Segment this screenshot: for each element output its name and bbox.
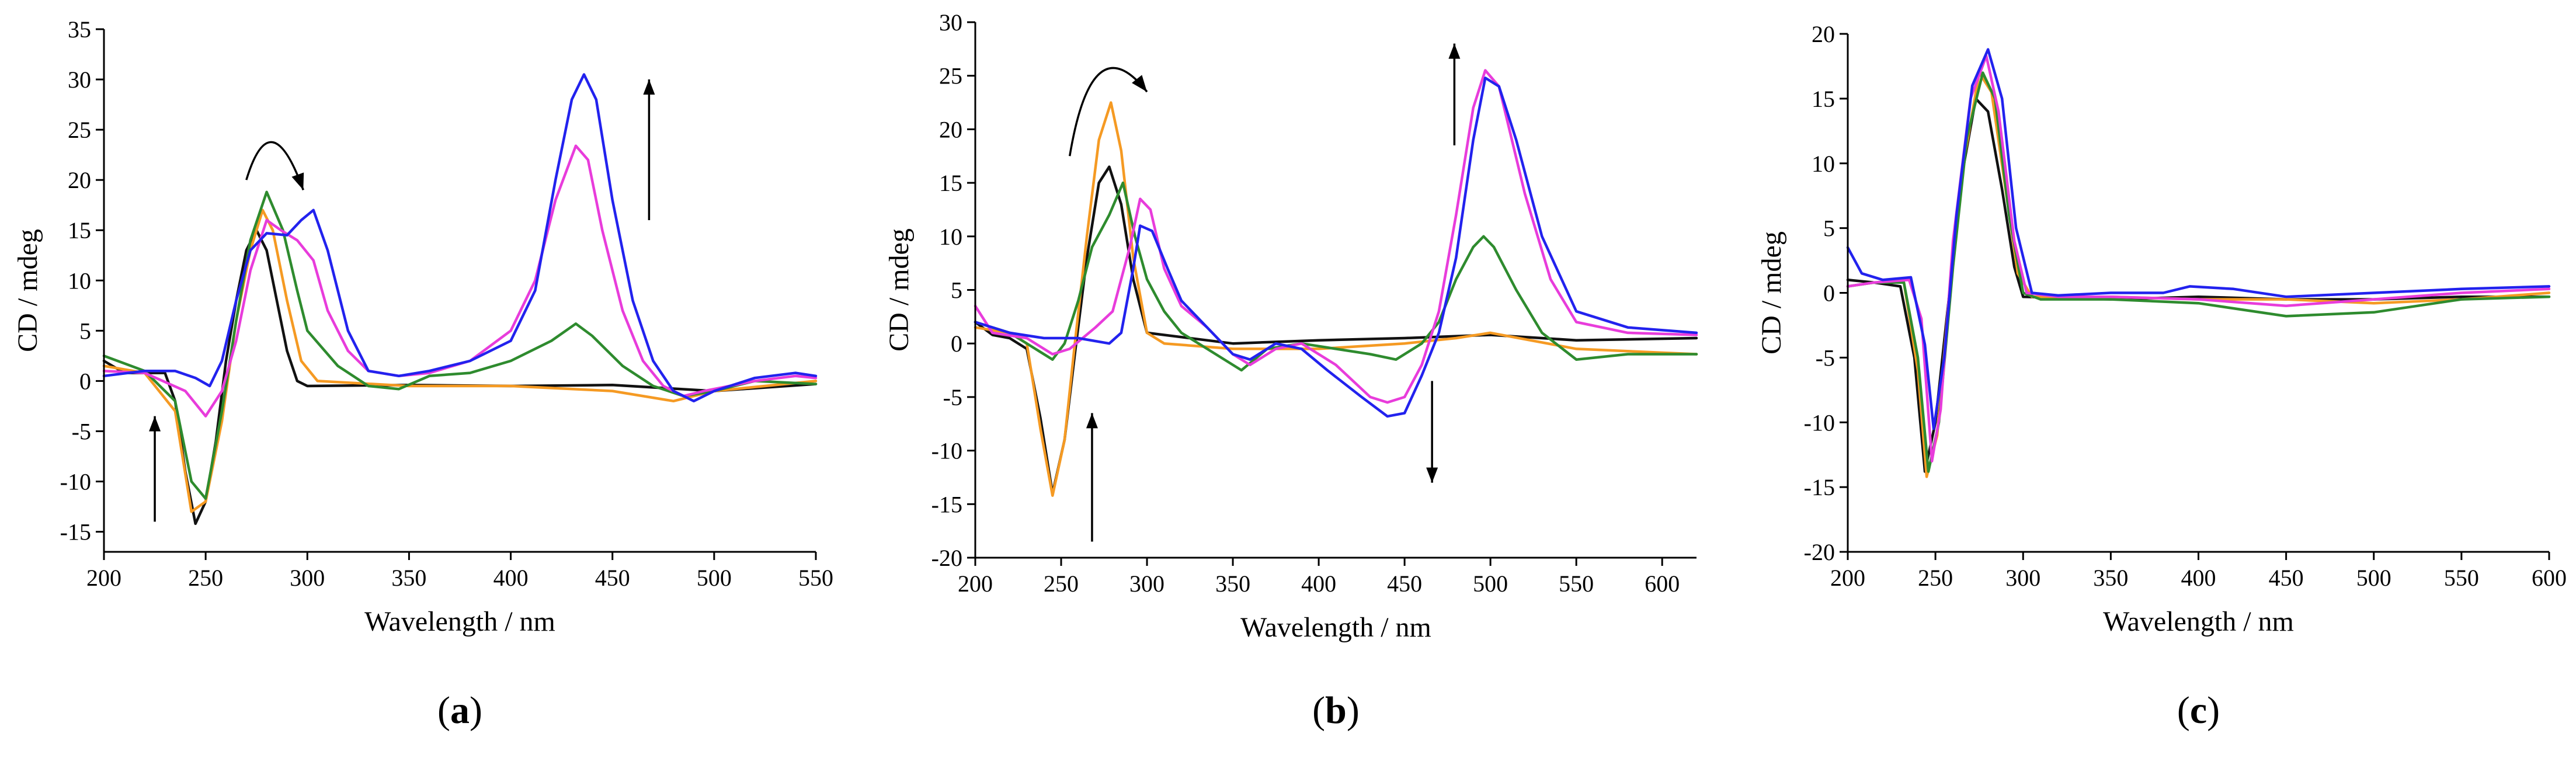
panel-label: (b): [1312, 689, 1360, 732]
y-tick-label: 35: [68, 16, 91, 43]
y-axis-title: CD / mdeg: [884, 228, 915, 352]
x-tick-label: 350: [1215, 571, 1250, 597]
curved-arrow: [1069, 67, 1148, 157]
y-tick-label: 30: [68, 67, 91, 93]
series-line-blue: [974, 76, 1698, 418]
y-tick-label: 5: [79, 318, 91, 344]
series-line-blue: [1846, 48, 2551, 430]
arrow-head: [1086, 413, 1098, 429]
y-tick-label: 20: [939, 116, 962, 142]
series-line-magenta: [1846, 54, 2551, 463]
panel-label: (a): [437, 689, 482, 732]
y-tick-label: -10: [931, 438, 962, 464]
y-tick-label: -10: [60, 469, 91, 495]
curved-arrow-head: [291, 172, 304, 190]
arrow-head: [1448, 43, 1461, 59]
y-tick-label: -20: [1804, 539, 1835, 565]
series-line-blue: [102, 73, 818, 403]
series-line-green: [102, 190, 818, 500]
y-tick-label: 20: [68, 167, 91, 193]
x-tick-label: 500: [2356, 565, 2391, 591]
y-tick-label: 0: [951, 331, 962, 357]
panel-c: 200 250 300 350 400 450 500 550 600 -20 -15 -10 -5 0 5…: [1756, 21, 2567, 732]
x-tick-label: 300: [1129, 571, 1164, 597]
y-tick-label: 20: [1812, 21, 1835, 47]
x-tick-label: 400: [493, 565, 529, 591]
x-tick-label: 600: [2532, 565, 2567, 591]
x-axis-title: Wavelength / nm: [364, 606, 555, 637]
x-tick-label: 400: [1301, 571, 1336, 597]
y-tick-label: 10: [68, 267, 91, 294]
x-tick-label: 500: [697, 565, 732, 591]
x-tick-label: 200: [1830, 565, 1865, 591]
y-tick-label: -5: [72, 418, 91, 444]
x-tick-label: 300: [2005, 565, 2040, 591]
x-axis-title: Wavelength / nm: [2103, 606, 2294, 637]
x-tick-label: 500: [1473, 571, 1508, 597]
y-tick-label: 25: [68, 117, 91, 143]
x-tick-label: 350: [391, 565, 426, 591]
y-tick-label: 0: [79, 368, 91, 394]
x-axis-title: Wavelength / nm: [1240, 612, 1431, 643]
arrow-head: [643, 79, 655, 95]
y-axis-title: CD / mdeg: [1756, 231, 1787, 354]
series-line-black: [974, 165, 1698, 495]
y-tick-label: -5: [1816, 345, 1835, 371]
arrow-head: [149, 416, 161, 432]
y-tick-label: 25: [939, 63, 962, 89]
x-tick-label: 400: [2181, 565, 2216, 591]
y-tick-label: 10: [939, 224, 962, 250]
x-tick-label: 300: [290, 565, 325, 591]
series-line-magenta: [974, 69, 1698, 404]
x-tick-label: 450: [595, 565, 630, 591]
panel-b: 200 250 300 350 400 450 500 550 600 -20 -15 -10 -5 0 5…: [884, 9, 1698, 732]
y-tick-label: -5: [943, 384, 962, 411]
panel-a: 200 250 300 350 400 450 500 550 -15 -10 -5 0 5 10 15 20…: [12, 16, 833, 732]
x-tick-label: 250: [1044, 571, 1079, 597]
x-tick-label: 450: [2269, 565, 2304, 591]
series-line-orange: [974, 101, 1698, 497]
panel-label: (c): [2177, 689, 2220, 732]
curved-arrow: [245, 141, 304, 190]
y-tick-label: 10: [1812, 151, 1835, 177]
y-tick-label: -15: [1804, 474, 1835, 500]
y-tick-label: -10: [1804, 409, 1835, 436]
y-tick-label: 30: [939, 9, 962, 36]
x-tick-label: 200: [86, 565, 121, 591]
x-tick-label: 200: [958, 571, 993, 597]
x-tick-label: 550: [798, 565, 833, 591]
curved-arrow-head: [1132, 75, 1148, 92]
series-line-green: [1846, 71, 2551, 473]
x-tick-label: 350: [2093, 565, 2128, 591]
y-tick-label: 15: [1812, 86, 1835, 112]
x-tick-label: 600: [1645, 571, 1680, 597]
y-tick-label: -20: [931, 545, 962, 571]
series-line-black: [1846, 97, 2551, 473]
y-axis-title: CD / mdeg: [12, 229, 43, 352]
y-tick-label: -15: [931, 491, 962, 517]
y-tick-label: 5: [1823, 215, 1835, 242]
x-tick-label: 450: [1387, 571, 1422, 597]
series-line-magenta: [102, 144, 818, 418]
series-line-orange: [102, 208, 818, 513]
x-tick-label: 250: [188, 565, 223, 591]
y-tick-label: 15: [939, 170, 962, 196]
x-tick-label: 550: [1559, 571, 1594, 597]
x-tick-label: 550: [2444, 565, 2479, 591]
x-tick-label: 250: [1918, 565, 1953, 591]
arrow-head: [1426, 467, 1438, 483]
y-tick-label: 0: [1823, 280, 1835, 307]
y-tick-label: 15: [68, 217, 91, 244]
y-tick-label: -15: [60, 519, 91, 545]
series-line-green: [974, 181, 1698, 372]
y-tick-label: 5: [951, 277, 962, 304]
